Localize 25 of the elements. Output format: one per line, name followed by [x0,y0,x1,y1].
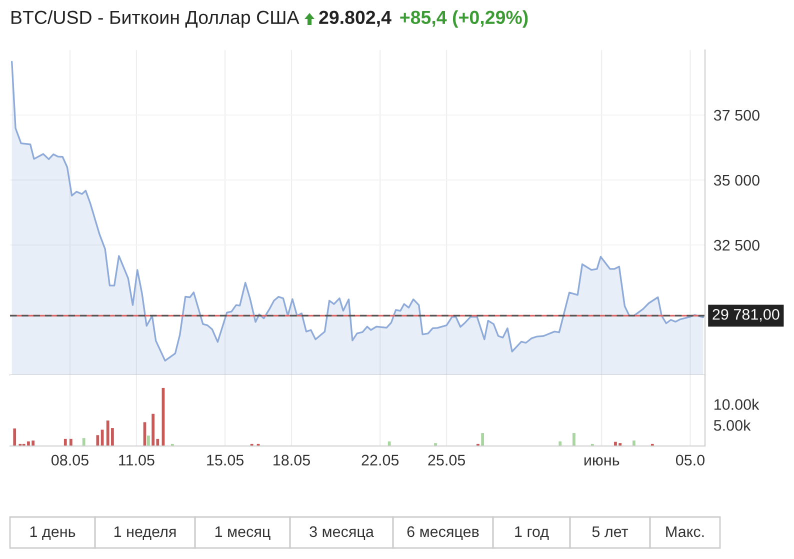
ref-line-label: 29 781,00 [712,308,780,322]
y-tick-label: 5.00k [714,420,751,431]
text: 5 лет [592,526,628,538]
x-tick-label: 05.0 [676,454,705,466]
x-tick-label: июнь [584,457,620,466]
chart-title: BTC/USD - Биткоин Доллар США [12,10,300,28]
text: 1 месяц [215,526,270,540]
y-tick-label: 35 000 [714,174,760,186]
y-tick-label: 32 500 [714,240,760,251]
x-tick-label: 25.05 [428,454,466,466]
y-tick-label: 37 500 [714,110,760,121]
x-tick-label: 08.05 [51,454,88,466]
text: 1 неделя [114,526,176,540]
text: Макс. [666,526,704,538]
text: 6 месяцев [407,526,479,540]
text: +85,4 (+0,29%) [400,10,528,28]
x-tick-label: 15.05 [207,454,244,466]
text: 1 год [515,526,549,540]
text: 1 день [30,526,76,540]
x-tick-label: 11.05 [119,454,154,466]
x-tick-label: 18.05 [274,454,310,466]
x-tick-label: 22.05 [362,454,399,466]
text: 3 месяца [310,526,374,540]
text: 29.802,4 [319,10,392,27]
y-tick-label: 10.00k [714,398,760,410]
